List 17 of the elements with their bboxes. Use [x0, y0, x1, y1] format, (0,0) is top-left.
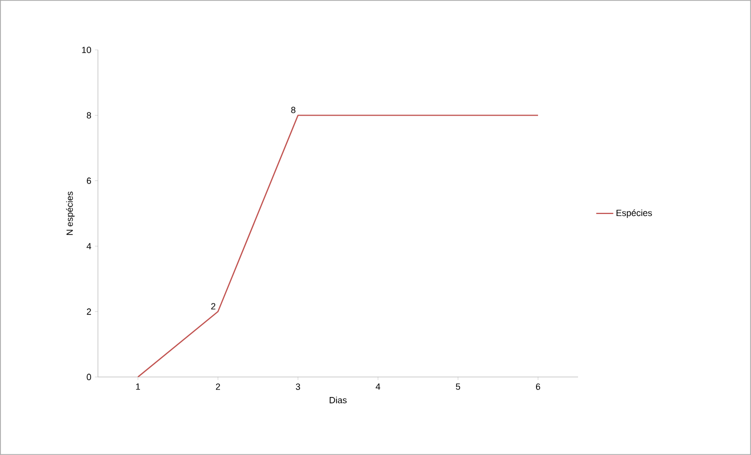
x-tick-label: 2 — [216, 384, 220, 390]
data-label: 2 — [211, 303, 216, 310]
x-tick-label: 5 — [456, 384, 460, 390]
data-label: 8 — [291, 106, 296, 114]
y-tick-label: 2 — [86, 308, 91, 315]
y-tick-label: 10 — [82, 46, 92, 54]
y-tick-label: 0 — [86, 374, 92, 380]
y-tick-label: 6 — [86, 178, 92, 184]
x-tick-label: 6 — [536, 384, 540, 390]
x-axis-title: Dias — [330, 396, 347, 404]
x-tick-label: 4 — [376, 384, 380, 390]
y-tick-label: 8 — [86, 112, 92, 119]
y-tick-label: 4 — [86, 243, 92, 250]
x-tick-label: 3 — [296, 384, 300, 390]
legend-label: Espécies — [616, 209, 652, 218]
y-axis-title: N espécies — [66, 192, 75, 235]
x-tick-label: 1 — [136, 384, 140, 390]
